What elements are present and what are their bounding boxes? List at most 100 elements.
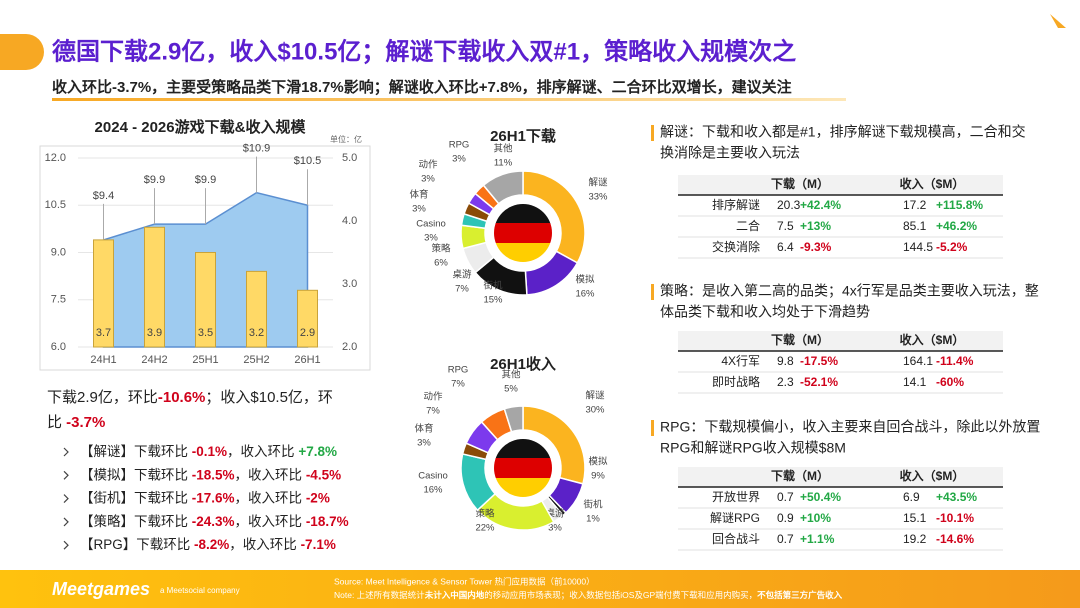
slice-name: 街机: [483, 280, 503, 292]
footer-note: Note: 上述所有数据统计未计入中国内地的移动应用市场表现；收入数据包括iOS…: [334, 590, 843, 600]
slice-name: 解谜: [588, 177, 608, 189]
slice-label: 6%: [434, 258, 448, 269]
bullet: 【解谜】下载环比 -0.1%，收入环比 +7.8%: [80, 444, 337, 459]
table-cell: +46.2%: [936, 219, 977, 233]
slice-label: 30%: [585, 405, 605, 416]
table-header: 收入（$M）: [900, 176, 965, 191]
donut-title: 26H1下载: [490, 127, 556, 145]
slice-label: 7%: [455, 284, 469, 295]
summary-line: 比 -3.7%: [47, 414, 105, 431]
slice-label: 11%: [494, 158, 513, 169]
bullet-part: -4.5%: [306, 467, 341, 482]
table-cell: 6.9: [903, 490, 920, 504]
section-accent: [651, 284, 654, 300]
table-cell: 回合战斗: [712, 531, 760, 546]
bullet-part: -18.7%: [306, 513, 349, 528]
flag-stripe: [494, 223, 552, 243]
bullet: 【模拟】下载环比 -18.5%，收入环比 -4.5%: [80, 467, 341, 482]
value-label: $10.5: [294, 155, 322, 167]
table-cell: 排序解谜: [712, 197, 760, 212]
table-cell: 20.3: [777, 198, 801, 212]
value-label: $10.9: [243, 143, 271, 155]
table-cell: 164.1: [903, 354, 933, 368]
slice-label: 3%: [548, 523, 562, 534]
bullet-arrow: [63, 447, 69, 457]
slice-name: Casino: [418, 471, 448, 482]
table-cell: 19.2: [903, 532, 927, 546]
bar-label: 3.2: [249, 327, 264, 339]
slice-label: 22%: [475, 523, 495, 534]
section-text: 体品类下载和收入均处于下滑趋势: [660, 304, 870, 320]
table-cell: -11.4%: [936, 354, 974, 368]
bar: [93, 239, 114, 348]
slice-name: 街机: [583, 499, 603, 511]
table-cell: -17.5%: [800, 354, 838, 368]
chart-title: 2024 - 2026游戏下载&收入规模: [95, 118, 307, 136]
x-tick-label: 26H1: [294, 354, 320, 366]
y2-tick-label: 2.0: [342, 341, 357, 353]
slice-name: 模拟: [575, 274, 595, 286]
subtitle-underline: [52, 98, 846, 101]
summary-part: 比: [47, 414, 66, 431]
bar: [195, 252, 216, 348]
table-cell: 85.1: [903, 219, 927, 233]
summary-part: -10.6%: [158, 389, 206, 406]
value-label: $9.4: [93, 190, 114, 202]
table-cell: -14.6%: [936, 532, 974, 546]
bullet-arrow: [63, 494, 69, 504]
slice-name: Casino: [416, 219, 446, 230]
table-cell: 9.8: [777, 354, 794, 368]
flag: [494, 204, 552, 262]
y-tick-label: 12.0: [45, 152, 66, 164]
table-cell: -9.3%: [800, 240, 832, 254]
slice-name: 其他: [501, 369, 521, 381]
table-cell: 0.7: [777, 490, 794, 504]
subtitle: 收入环比-3.7%，主要受策略品类下滑18.7%影响；解谜收入环比+7.8%，排…: [52, 78, 792, 96]
table-cell: +42.4%: [800, 198, 841, 212]
table-cell: +13%: [800, 219, 831, 233]
table-cell: 17.2: [903, 198, 927, 212]
footer-tagline: a Meetsocial company: [160, 586, 240, 595]
section-accent: [651, 125, 654, 141]
x-tick-label: 25H2: [243, 354, 269, 366]
flag: [494, 439, 552, 497]
table-cell: 0.9: [777, 511, 794, 525]
bullet-part: -0.1%: [192, 444, 227, 459]
slice-label: 3%: [421, 174, 435, 185]
table-cell: -10.1%: [936, 511, 974, 525]
table-cell: 4X行军: [721, 354, 760, 368]
slice-label: 1%: [586, 514, 600, 525]
bar-label: 3.7: [96, 327, 111, 339]
bullet-part: -17.6%: [192, 490, 235, 505]
bar-label: 2.9: [300, 327, 315, 339]
summary-line: 下载2.9亿，环比-10.6%；收入$10.5亿，环: [47, 389, 333, 406]
bullet-part: ，收入环比: [235, 513, 306, 528]
bullet-part: 【策略】下载环比: [80, 512, 192, 528]
x-tick-label: 24H2: [141, 354, 167, 366]
table-cell: +115.8%: [936, 198, 983, 212]
bar-label: 3.9: [147, 327, 162, 339]
table-header-bg: [678, 331, 1003, 351]
slice-name: 策略: [475, 508, 495, 520]
donut-slice: [503, 405, 524, 433]
flag-stripe: [494, 458, 552, 478]
flag-stripe: [494, 243, 552, 262]
slice-label: 3%: [452, 154, 466, 165]
bullet-part: -24.3%: [192, 513, 235, 528]
corner-logo: [1050, 14, 1066, 28]
slice-name: 体育: [414, 423, 433, 435]
slice-label: 15%: [483, 295, 503, 306]
table-cell: 即时战略: [712, 374, 760, 389]
table-cell: 解谜RPG: [710, 511, 760, 525]
footer-source: Source: Meet Intelligence & Sensor Tower…: [334, 576, 595, 586]
bar: [144, 226, 165, 348]
bullet-part: -8.2%: [194, 537, 229, 552]
table-cell: 14.1: [903, 375, 927, 389]
summary-part: 下载2.9亿，环比: [47, 389, 158, 406]
slice-name: 动作: [423, 391, 443, 403]
table-cell: -5.2%: [936, 240, 968, 254]
y-tick-label: 9.0: [51, 246, 66, 258]
section-text: 策略：是收入第二高的品类；4x行军是品类主要收入玩法，整: [660, 283, 1039, 300]
slice-label: 16%: [575, 289, 595, 300]
